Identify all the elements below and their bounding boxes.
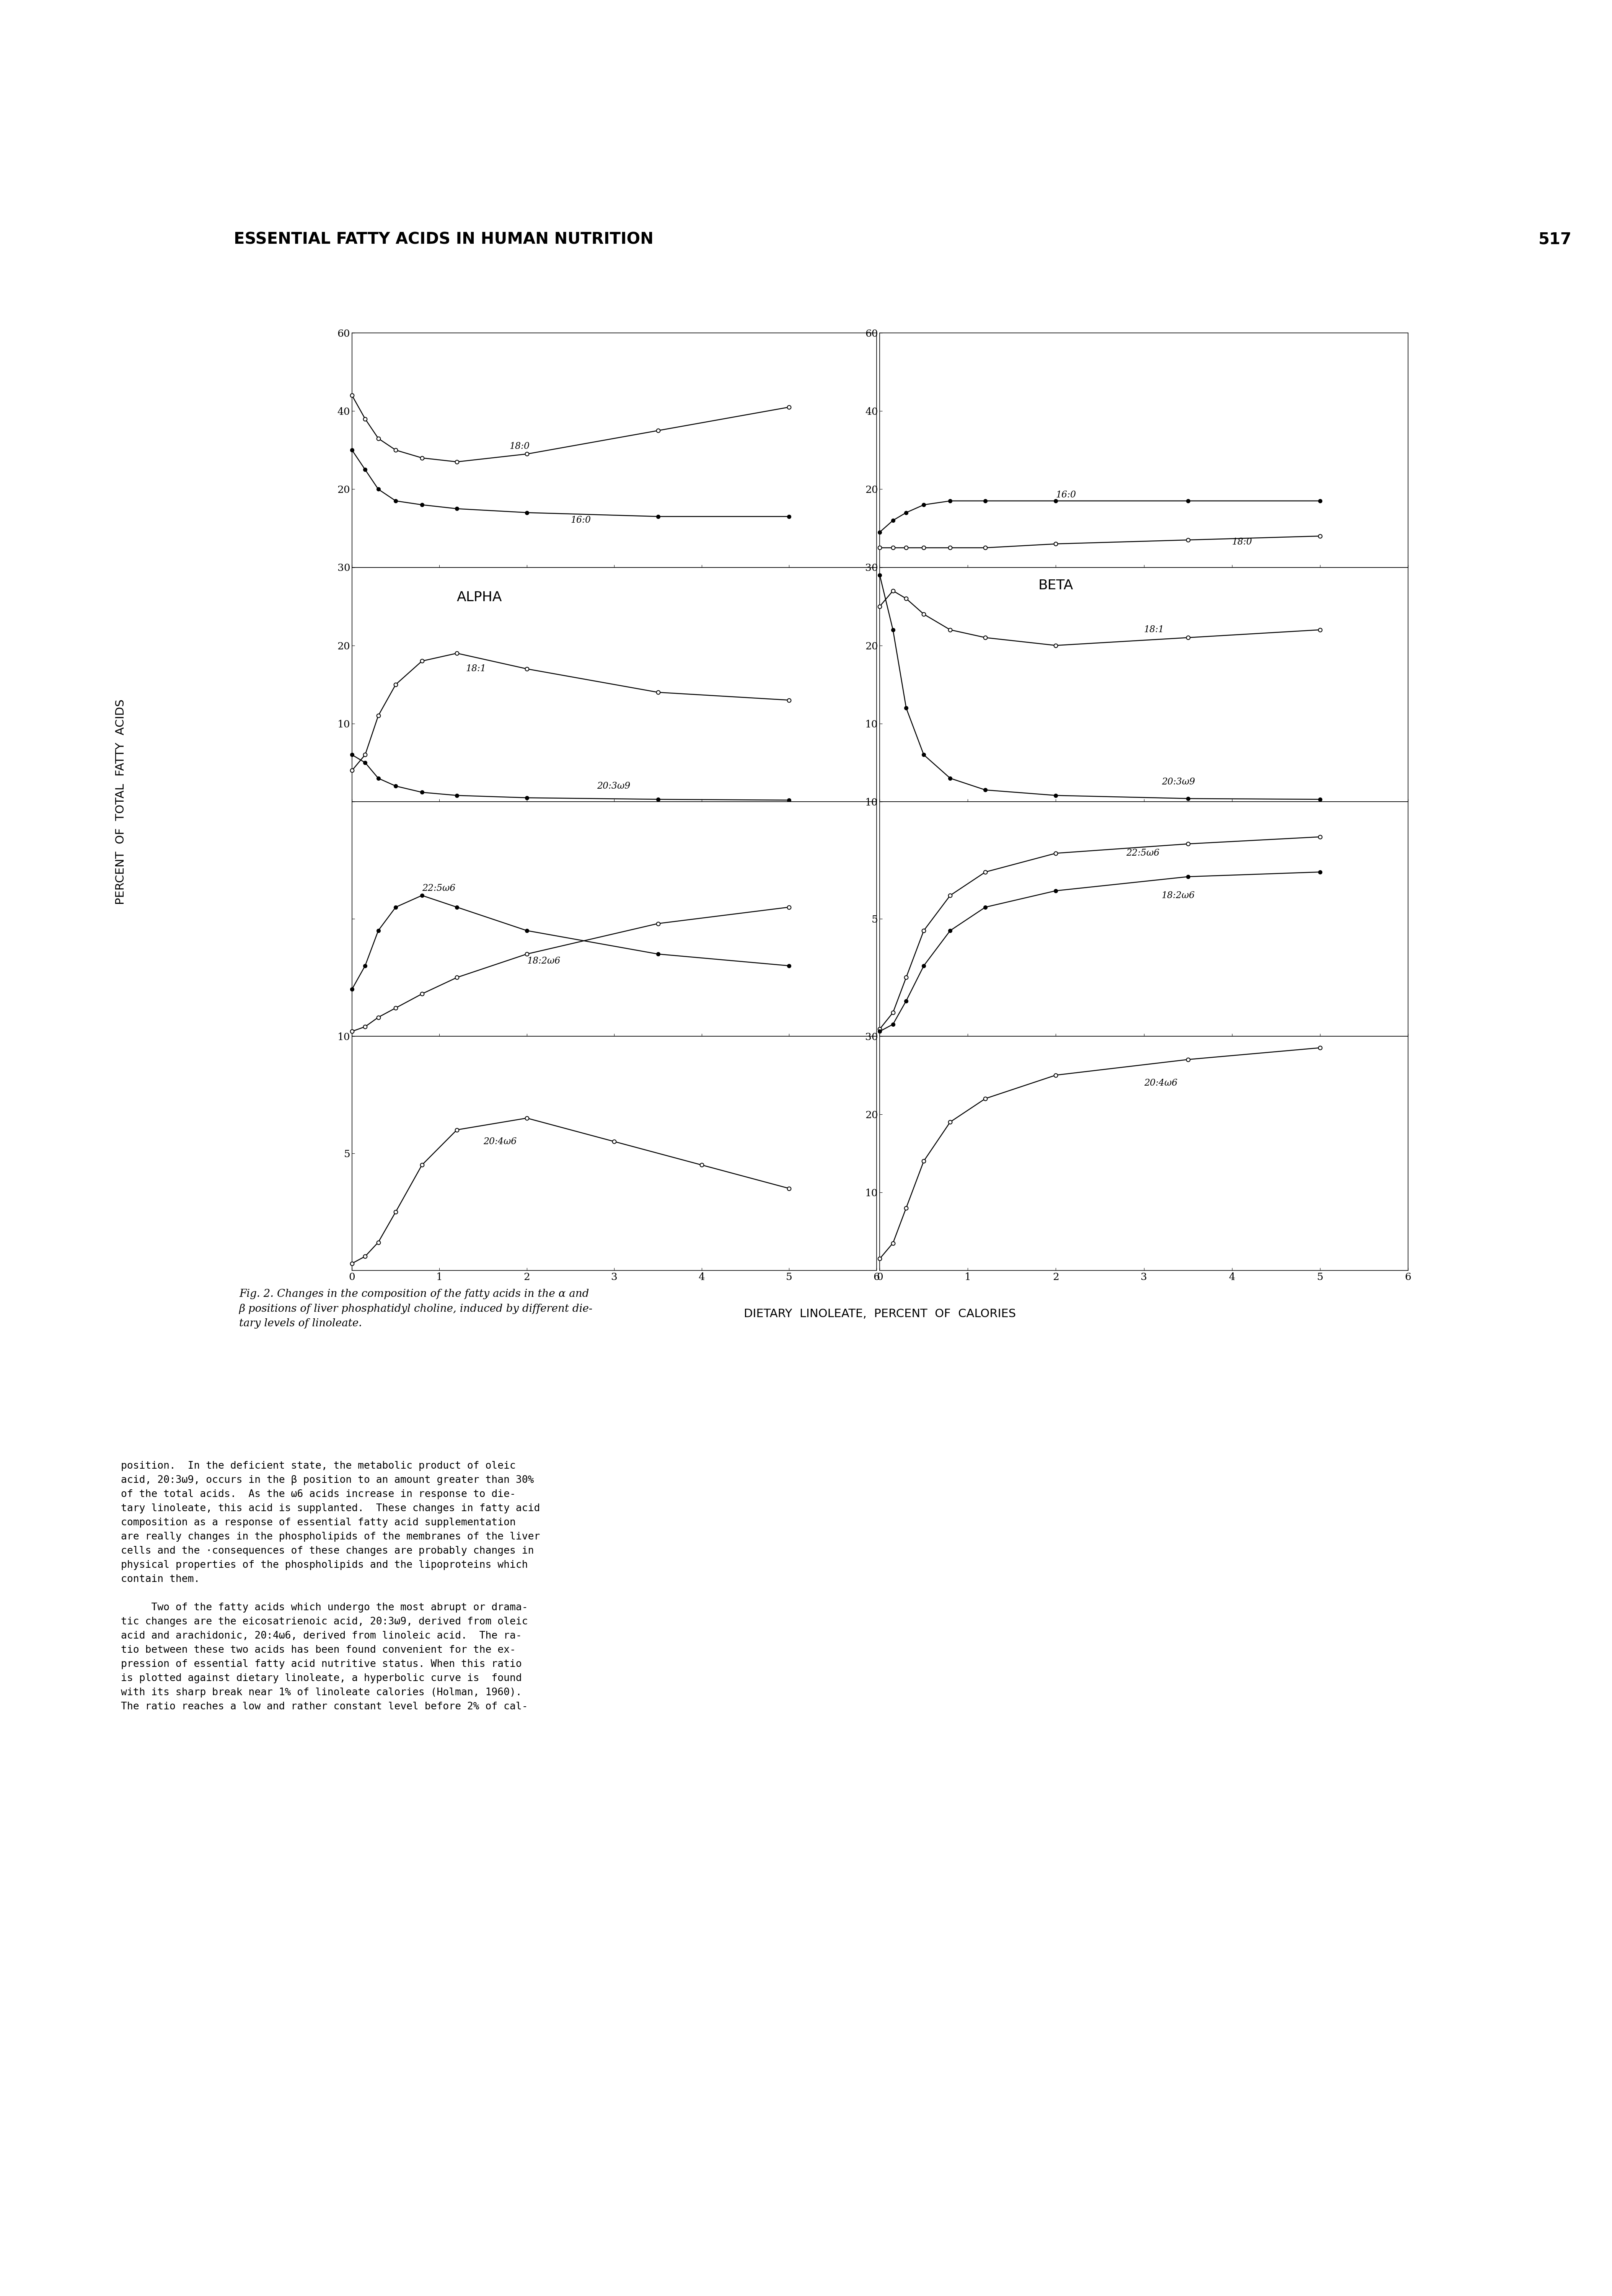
Text: Fig. 2. Changes in the composition of the fatty acids in the α and
β positions o: Fig. 2. Changes in the composition of th… <box>239 1288 593 1329</box>
Text: 20:4ω6: 20:4ω6 <box>484 1137 516 1146</box>
Text: 517: 517 <box>1538 232 1572 248</box>
Text: ALPHA: ALPHA <box>456 590 503 604</box>
Text: 20:3ω9: 20:3ω9 <box>596 781 630 790</box>
Text: 18:0: 18:0 <box>1232 537 1253 546</box>
Text: 22:5ω6: 22:5ω6 <box>1127 850 1159 859</box>
Text: ESSENTIAL FATTY ACIDS IN HUMAN NUTRITION: ESSENTIAL FATTY ACIDS IN HUMAN NUTRITION <box>234 232 653 248</box>
Text: 18:0: 18:0 <box>509 441 530 450</box>
Text: 18:2ω6: 18:2ω6 <box>527 957 561 967</box>
Text: 16:0: 16:0 <box>1056 491 1077 501</box>
Text: 18:1: 18:1 <box>1145 625 1164 634</box>
Text: 22:5ω6: 22:5ω6 <box>422 884 455 893</box>
Text: 18:1: 18:1 <box>466 664 485 673</box>
Text: position.  In the deficient state, the metabolic product of oleic
acid, 20:3ω9, : position. In the deficient state, the me… <box>121 1460 540 1713</box>
Text: BETA: BETA <box>1038 579 1074 592</box>
Text: 20:3ω9: 20:3ω9 <box>1162 778 1194 788</box>
Text: 20:4ω6: 20:4ω6 <box>1145 1079 1177 1088</box>
Text: 18:2ω6: 18:2ω6 <box>1162 891 1194 900</box>
Text: 16:0: 16:0 <box>571 517 592 526</box>
Text: DIETARY  LINOLEATE,  PERCENT  OF  CALORIES: DIETARY LINOLEATE, PERCENT OF CALORIES <box>745 1309 1016 1320</box>
Text: PERCENT  OF  TOTAL  FATTY  ACIDS: PERCENT OF TOTAL FATTY ACIDS <box>116 698 126 905</box>
